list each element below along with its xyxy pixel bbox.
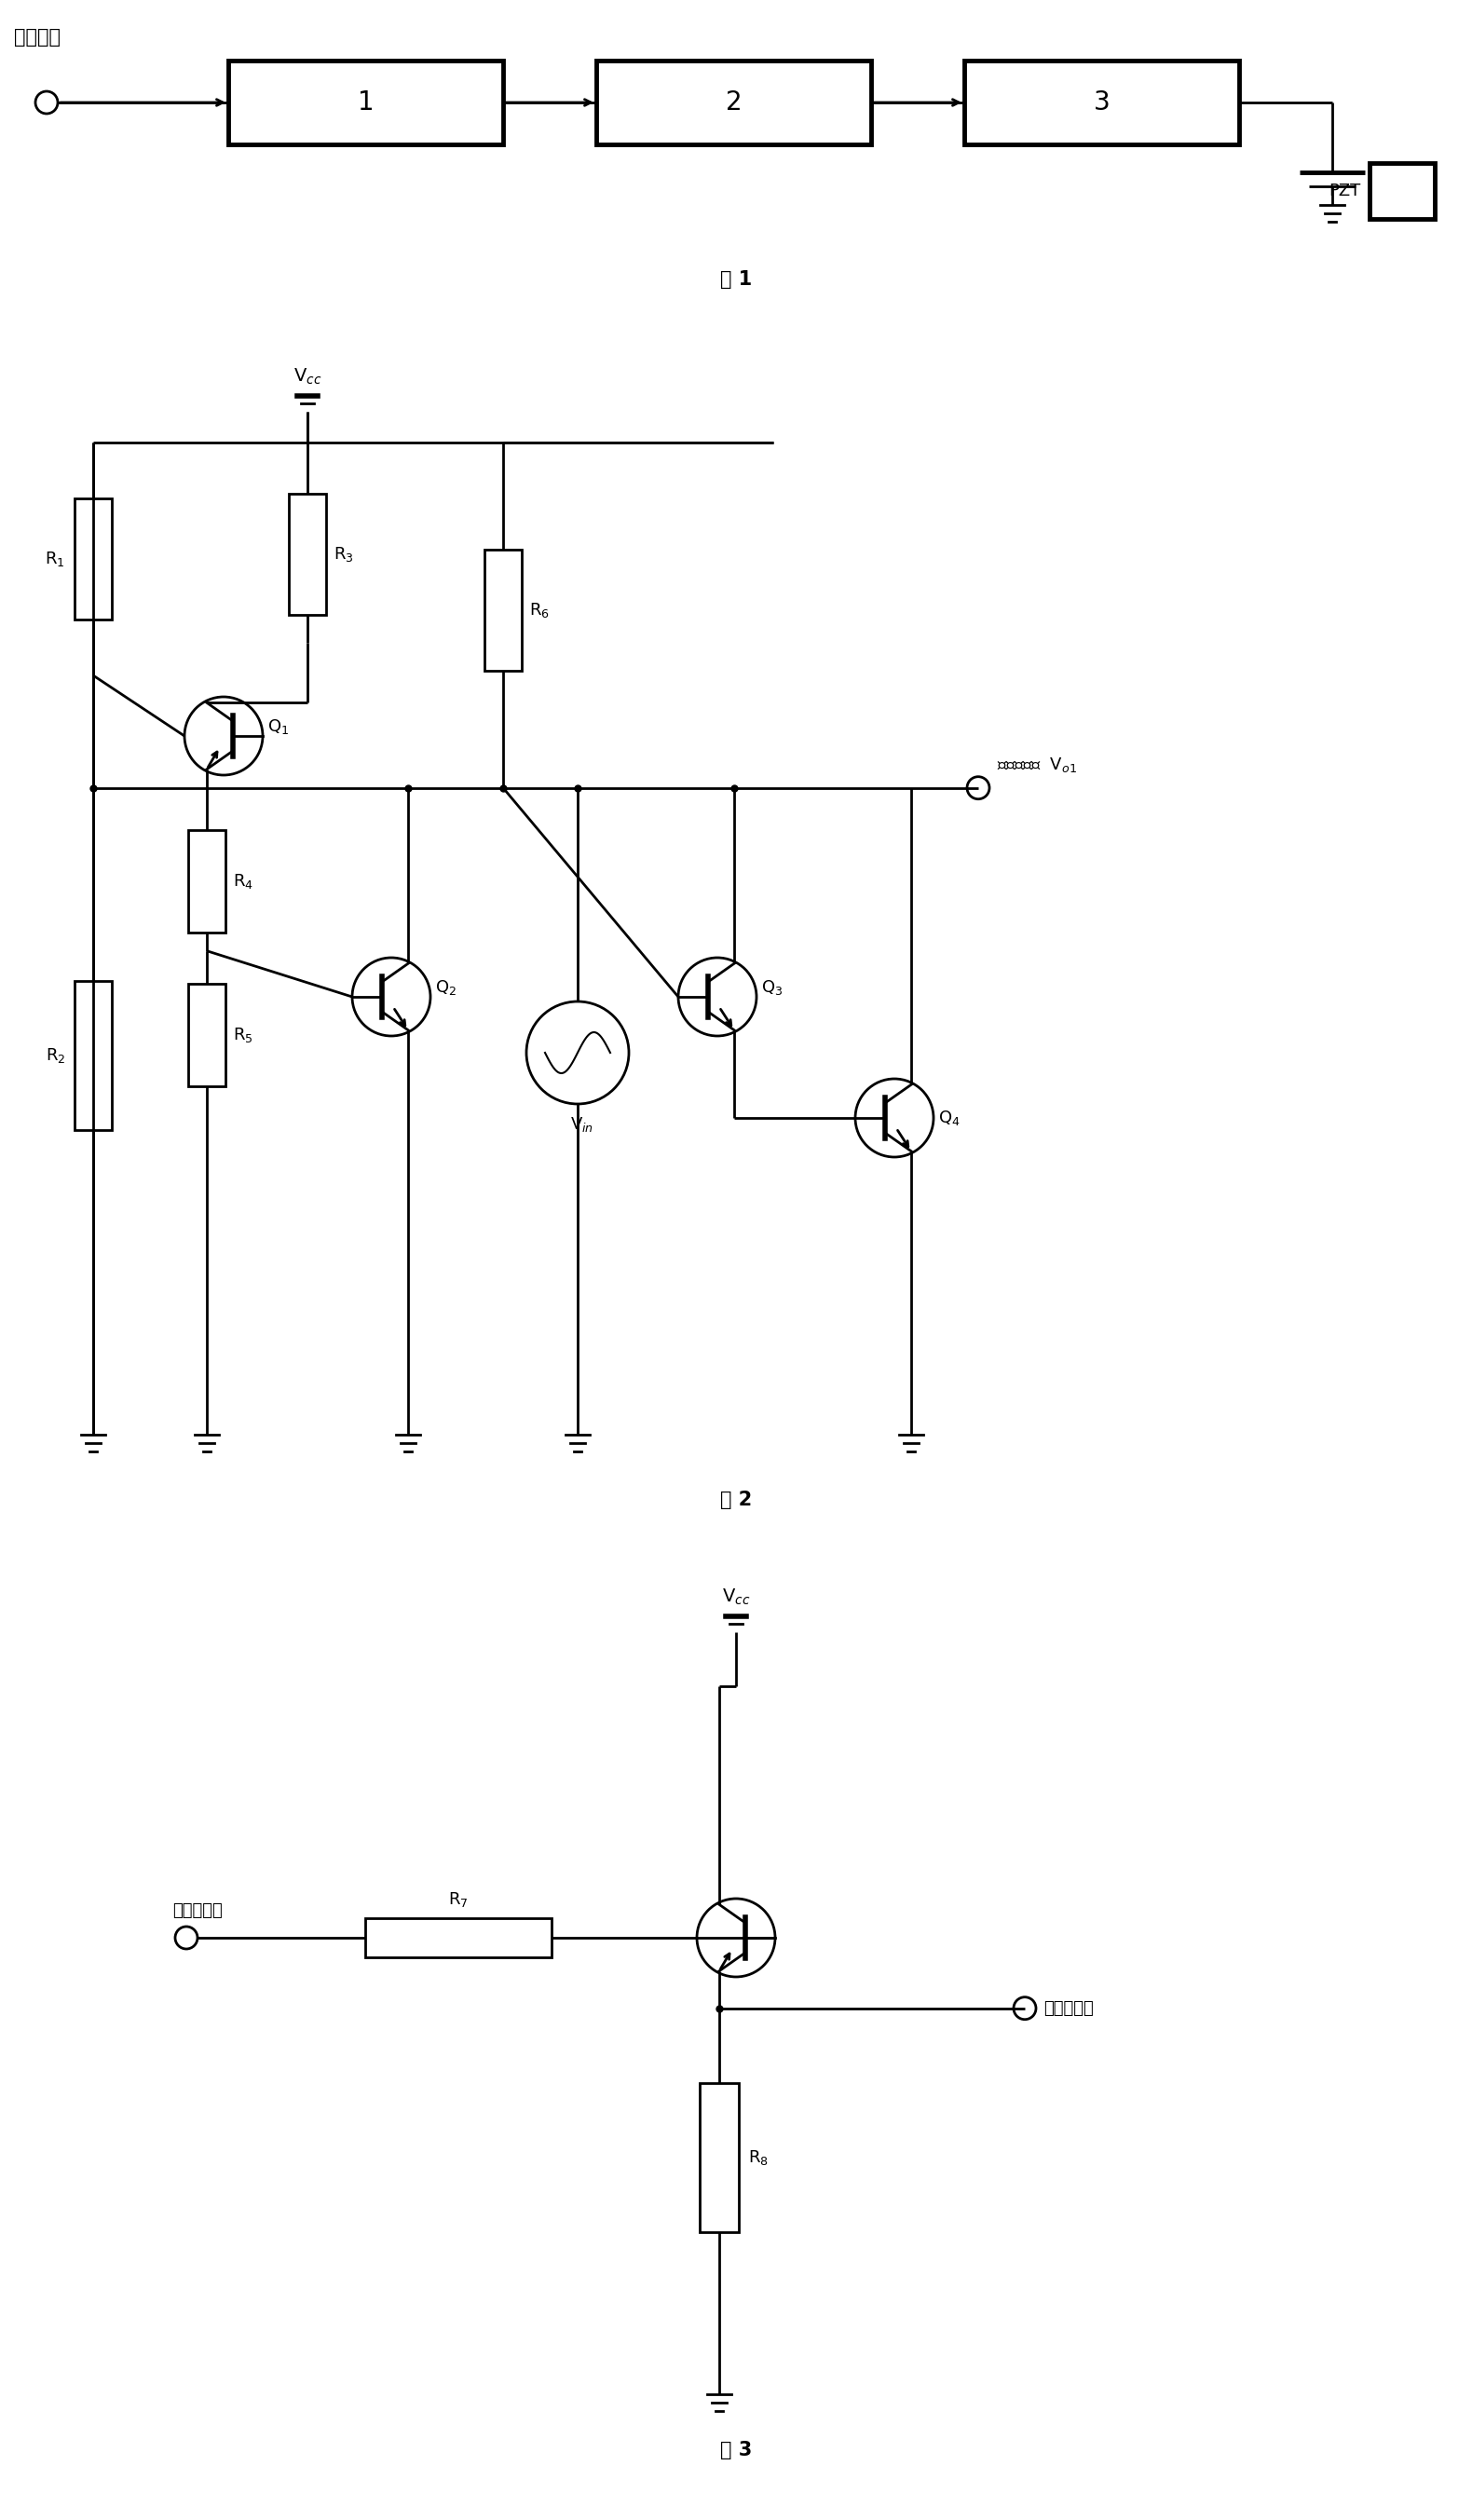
Text: V$_{in}$: V$_{in}$ (571, 1116, 595, 1134)
Text: 图 2: 图 2 (720, 1489, 752, 1509)
Bar (188, 829, 225, 932)
Text: 第一级输出  V$_{o1}$: 第一级输出 V$_{o1}$ (997, 756, 1078, 774)
Text: 第二级输出: 第二级输出 (1044, 2001, 1094, 2016)
Bar (596, 60, 871, 144)
Text: V$_{cc}$: V$_{cc}$ (721, 1588, 751, 1608)
Text: Q$_2$: Q$_2$ (436, 978, 456, 998)
Text: R$_8$: R$_8$ (748, 2147, 768, 2167)
Bar (75, 980, 112, 1129)
Text: V$_{cc}$: V$_{cc}$ (293, 368, 321, 386)
Text: R$_5$: R$_5$ (233, 1026, 253, 1043)
Bar (365, 1918, 552, 1958)
Text: R$_4$: R$_4$ (233, 872, 253, 890)
Text: Q$_4$: Q$_4$ (938, 1109, 960, 1126)
Bar (188, 983, 225, 1086)
Bar (75, 499, 112, 620)
Text: R$_1$: R$_1$ (46, 549, 65, 570)
Text: R$_7$: R$_7$ (449, 1890, 468, 1908)
Text: R$_2$: R$_2$ (46, 1046, 65, 1063)
Text: 图 1: 图 1 (720, 270, 752, 290)
Bar (699, 2084, 739, 2233)
Text: Q$_3$: Q$_3$ (761, 978, 783, 998)
Bar (289, 494, 327, 615)
Text: R$_6$: R$_6$ (528, 600, 549, 620)
Text: 2: 2 (726, 88, 742, 116)
Text: 图 3: 图 3 (720, 2442, 752, 2460)
Text: PZT: PZT (1328, 181, 1360, 199)
Text: 第一级输出: 第一级输出 (172, 1903, 222, 1920)
Text: 低压信号: 低压信号 (13, 28, 60, 45)
Text: 1: 1 (358, 88, 374, 116)
Bar (228, 60, 503, 144)
Bar (1369, 164, 1435, 219)
Text: R$_3$: R$_3$ (334, 544, 353, 564)
Bar (484, 549, 521, 670)
Bar (964, 60, 1239, 144)
Text: Q$_1$: Q$_1$ (268, 718, 289, 736)
Text: 3: 3 (1094, 88, 1110, 116)
